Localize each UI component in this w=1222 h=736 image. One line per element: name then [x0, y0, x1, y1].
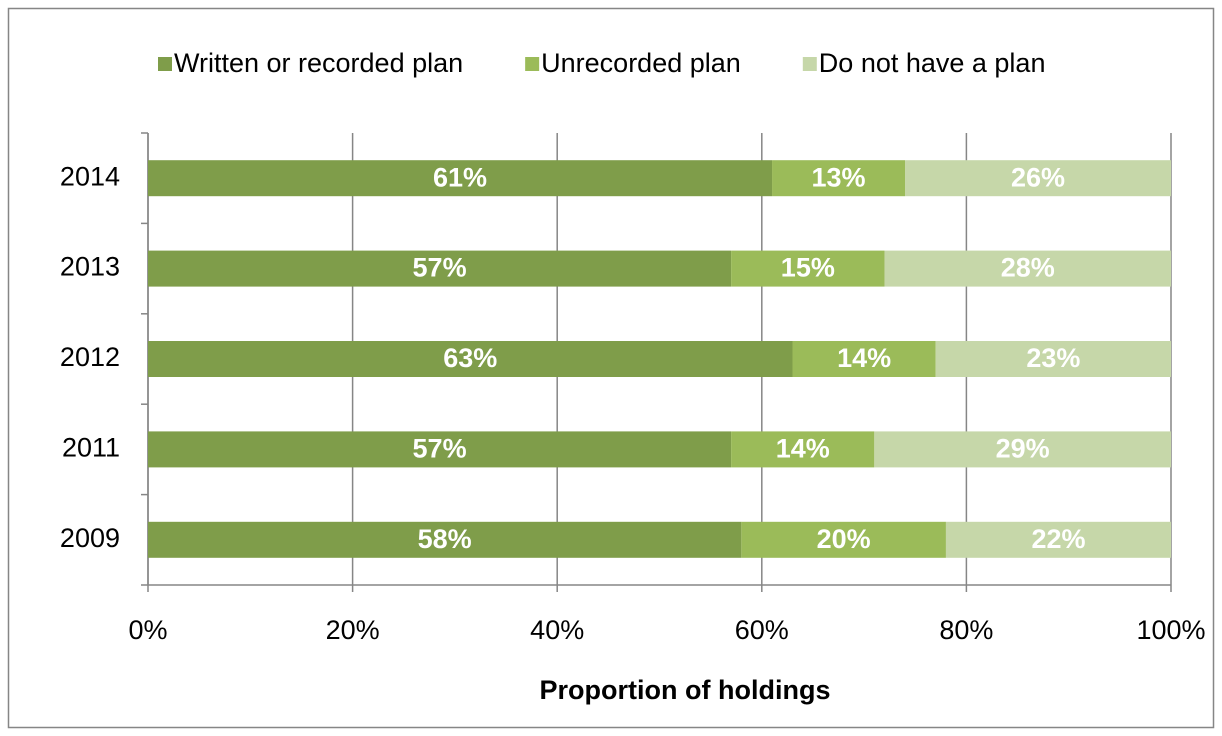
- data-label: 22%: [1031, 524, 1085, 554]
- y-tick-label: 2012: [60, 342, 120, 372]
- y-tick-label: 2011: [62, 433, 120, 463]
- x-axis-title: Proportion of holdings: [540, 675, 831, 705]
- data-label: 57%: [413, 253, 467, 283]
- y-tick-label: 2014: [60, 161, 120, 191]
- bar-segment: [874, 431, 1171, 468]
- data-label: 23%: [1026, 343, 1080, 373]
- data-label: 26%: [1011, 162, 1065, 192]
- bar-segment: [792, 341, 936, 377]
- data-label: 15%: [781, 253, 835, 283]
- data-label: 61%: [433, 162, 487, 192]
- legend-label: Written or recorded plan: [174, 48, 463, 78]
- bar-segment: [148, 160, 773, 197]
- bar-segment: [884, 250, 1171, 287]
- x-tick-label: 100%: [1136, 615, 1205, 645]
- legend-label: Do not have a plan: [819, 48, 1046, 78]
- x-tick-label: 80%: [939, 615, 993, 645]
- bar-segment: [905, 160, 1171, 197]
- y-tick-label: 2009: [60, 523, 120, 553]
- data-label: 14%: [776, 434, 830, 464]
- data-label: 20%: [817, 524, 871, 554]
- legend-swatch: [802, 57, 817, 71]
- y-tick-label: 2013: [60, 252, 120, 282]
- bar-segment: [945, 521, 1171, 558]
- bar-segment: [772, 160, 906, 197]
- bar-segment: [148, 431, 732, 468]
- x-tick-label: 20%: [326, 615, 380, 645]
- x-tick-label: 40%: [530, 615, 584, 645]
- bar-segment: [148, 521, 742, 558]
- x-tick-label: 0%: [128, 615, 167, 645]
- data-label: 58%: [418, 524, 472, 554]
- data-label: 28%: [1001, 253, 1055, 283]
- bar-segment: [741, 521, 946, 558]
- data-label: 63%: [443, 343, 497, 373]
- x-tick-label: 60%: [735, 615, 789, 645]
- bar-segment: [731, 250, 885, 287]
- legend-label: Unrecorded plan: [541, 48, 741, 78]
- bar-segment: [148, 341, 793, 377]
- data-label: 57%: [413, 434, 467, 464]
- data-label: 14%: [837, 343, 891, 373]
- bar-segment: [148, 250, 732, 287]
- legend-swatch: [525, 57, 540, 71]
- data-label: 29%: [996, 434, 1050, 464]
- bar-segment: [935, 341, 1171, 377]
- bar-segment: [731, 431, 875, 468]
- legend-swatch: [158, 57, 172, 71]
- data-label: 13%: [812, 162, 866, 192]
